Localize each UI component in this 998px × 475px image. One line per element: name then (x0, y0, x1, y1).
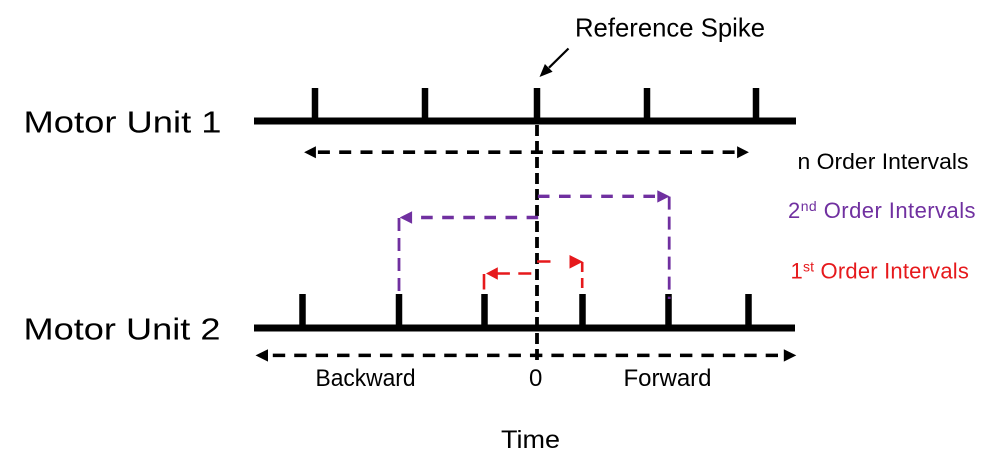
svg-text:Motor Unit 1: Motor Unit 1 (24, 105, 222, 140)
svg-text:Motor Unit 2: Motor Unit 2 (24, 312, 221, 347)
svg-text:n Order Intervals: n Order Intervals (798, 149, 969, 174)
svg-text:1st Order Intervals: 1st Order Intervals (791, 259, 970, 284)
svg-text:Backward: Backward (316, 365, 416, 392)
svg-text:Reference Spike: Reference Spike (575, 13, 765, 43)
svg-text:2nd Order Intervals: 2nd Order Intervals (788, 198, 976, 223)
svg-text:Time: Time (501, 426, 560, 454)
svg-text:0: 0 (529, 365, 542, 392)
svg-text:Forward: Forward (624, 365, 712, 392)
